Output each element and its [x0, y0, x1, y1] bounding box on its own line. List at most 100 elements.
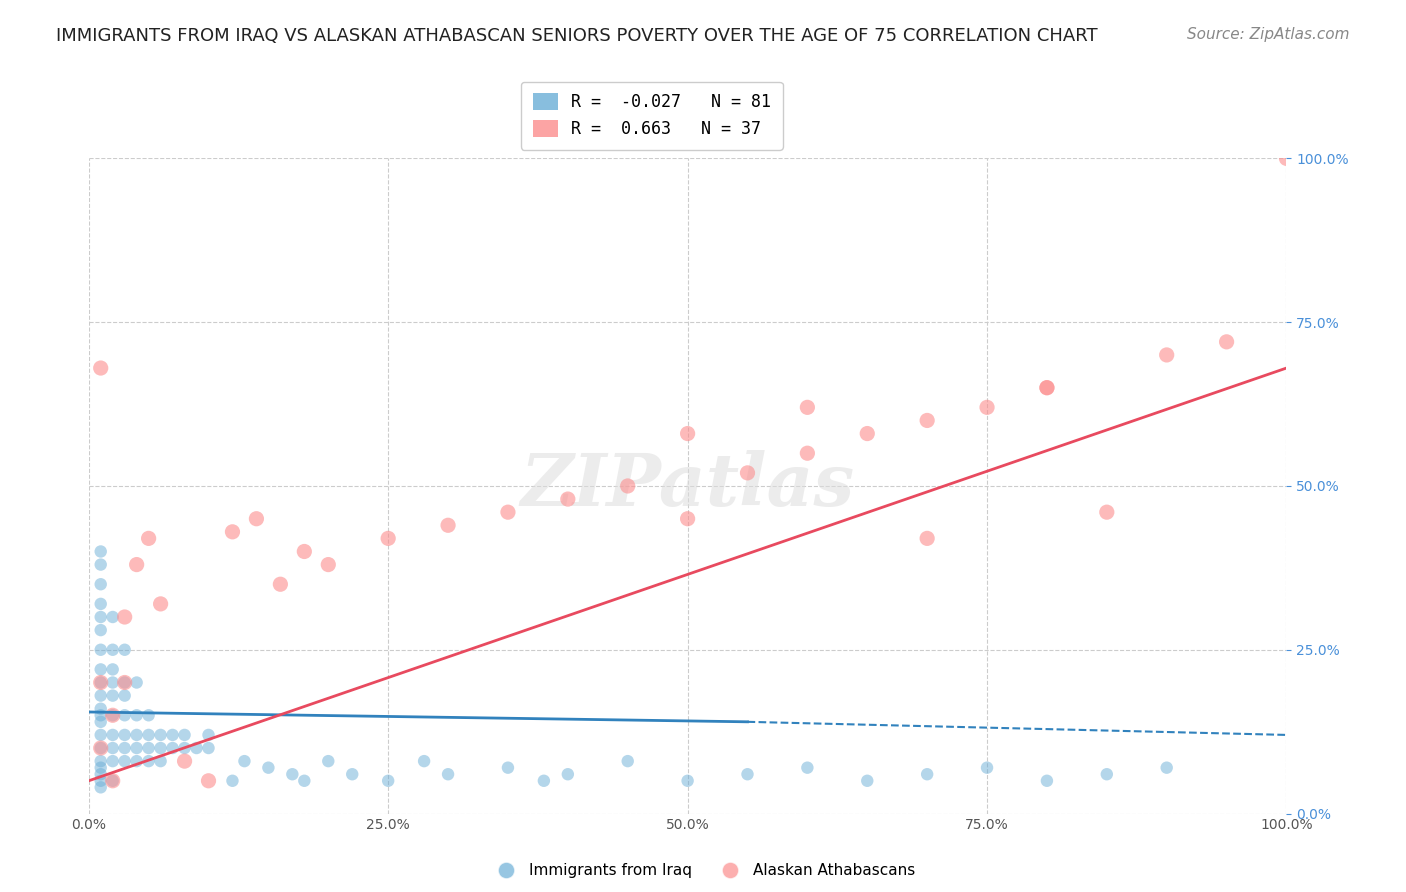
Point [101, 773, 124, 788]
Point [616, 479, 638, 493]
Point [101, 708, 124, 723]
Point [90, 714, 112, 729]
Point [1095, 767, 1118, 781]
Point [90, 689, 112, 703]
Point [377, 532, 399, 546]
Point [90, 544, 112, 558]
Point [173, 728, 195, 742]
Point [557, 491, 579, 506]
Point [101, 754, 124, 768]
Point [557, 767, 579, 781]
Point [197, 773, 219, 788]
Point [90, 761, 112, 775]
Point [281, 767, 304, 781]
Point [149, 597, 172, 611]
Point [676, 512, 699, 526]
Point [676, 773, 699, 788]
Point [90, 728, 112, 742]
Point [90, 754, 112, 768]
Legend: Immigrants from Iraq, Alaskan Athabascans: Immigrants from Iraq, Alaskan Athabascan… [485, 857, 921, 884]
Point [125, 754, 148, 768]
Point [186, 741, 208, 756]
Point [796, 761, 818, 775]
Point [138, 728, 160, 742]
Point [245, 512, 267, 526]
Point [221, 524, 243, 539]
Point [90, 741, 112, 756]
Point [101, 773, 124, 788]
Point [1156, 761, 1178, 775]
Text: ZIPatlas: ZIPatlas [520, 450, 855, 522]
Point [737, 767, 759, 781]
Point [269, 577, 291, 591]
Point [114, 610, 136, 624]
Point [125, 675, 148, 690]
Point [101, 675, 124, 690]
Point [162, 741, 184, 756]
Point [125, 728, 148, 742]
Point [138, 754, 160, 768]
Point [976, 401, 998, 415]
Point [316, 754, 339, 768]
Point [90, 675, 112, 690]
Point [114, 675, 136, 690]
Point [796, 401, 818, 415]
Point [173, 754, 195, 768]
Point [413, 754, 436, 768]
Point [90, 675, 112, 690]
Point [173, 741, 195, 756]
Point [197, 728, 219, 742]
Point [90, 610, 112, 624]
Point [316, 558, 339, 572]
Point [1036, 773, 1059, 788]
Text: IMMIGRANTS FROM IRAQ VS ALASKAN ATHABASCAN SENIORS POVERTY OVER THE AGE OF 75 CO: IMMIGRANTS FROM IRAQ VS ALASKAN ATHABASC… [56, 27, 1098, 45]
Point [90, 623, 112, 637]
Point [90, 558, 112, 572]
Point [90, 662, 112, 676]
Point [90, 702, 112, 716]
Point [101, 708, 124, 723]
Point [221, 773, 243, 788]
Point [90, 642, 112, 657]
Point [856, 773, 879, 788]
Point [197, 741, 219, 756]
Point [90, 767, 112, 781]
Point [915, 767, 938, 781]
Point [533, 773, 555, 788]
Point [101, 642, 124, 657]
Point [101, 610, 124, 624]
Point [114, 675, 136, 690]
Point [1275, 152, 1298, 166]
Point [114, 754, 136, 768]
Point [1036, 381, 1059, 395]
Text: Source: ZipAtlas.com: Source: ZipAtlas.com [1187, 27, 1350, 42]
Point [125, 708, 148, 723]
Point [114, 741, 136, 756]
Point [138, 532, 160, 546]
Point [437, 767, 460, 781]
Point [101, 689, 124, 703]
Point [101, 728, 124, 742]
Point [114, 642, 136, 657]
Point [233, 754, 256, 768]
Point [915, 532, 938, 546]
Point [101, 741, 124, 756]
Point [1036, 381, 1059, 395]
Point [162, 728, 184, 742]
Point [90, 773, 112, 788]
Point [437, 518, 460, 533]
Point [138, 741, 160, 756]
Point [90, 597, 112, 611]
Point [1095, 505, 1118, 519]
Point [90, 361, 112, 376]
Point [292, 773, 315, 788]
Point [1215, 334, 1237, 349]
Point [616, 754, 638, 768]
Point [915, 413, 938, 427]
Point [149, 728, 172, 742]
Point [377, 773, 399, 788]
Point [90, 741, 112, 756]
Point [125, 741, 148, 756]
Point [257, 761, 280, 775]
Point [114, 708, 136, 723]
